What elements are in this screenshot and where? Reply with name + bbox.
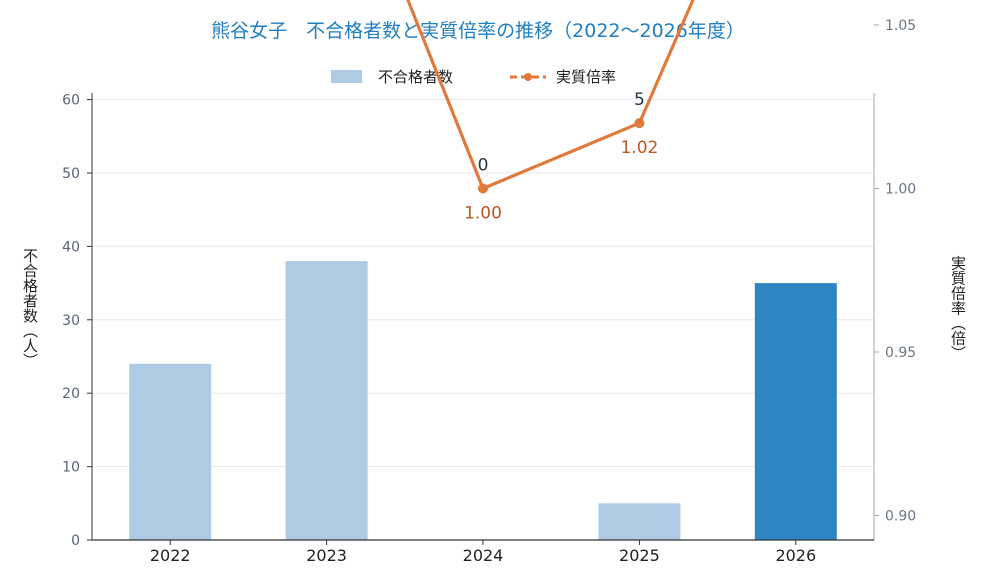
bar bbox=[129, 363, 212, 540]
legend-bar-label: 不合格者数 bbox=[378, 68, 453, 86]
right-tick-label: 0.95 bbox=[885, 345, 916, 361]
bar bbox=[598, 503, 681, 540]
x-tick-label: 2024 bbox=[463, 546, 504, 565]
right-tick-label: 1.05 bbox=[885, 18, 916, 34]
left-tick-label: 50 bbox=[62, 166, 80, 182]
y2-axis-label: 実質倍率（倍） bbox=[949, 256, 967, 361]
gridlines bbox=[92, 99, 874, 468]
legend-bar-swatch bbox=[331, 70, 362, 83]
bar-value-label: 5 bbox=[634, 90, 645, 110]
bar bbox=[285, 261, 368, 540]
left-tick-label: 20 bbox=[62, 386, 80, 402]
right-tick-label: 0.90 bbox=[885, 509, 916, 525]
right-axis-ticks: 0.900.951.001.051.101.15 bbox=[874, 18, 916, 525]
x-axis-ticks: 2022 2023 2024 2025 2026 bbox=[150, 540, 816, 565]
left-axis-ticks: 0 10 20 30 40 50 60 bbox=[62, 93, 92, 549]
ratio-line-series bbox=[406, 0, 695, 194]
x-tick-label: 2025 bbox=[619, 546, 660, 565]
left-tick-label: 60 bbox=[62, 93, 80, 109]
y-axis-label: 不合格者数（人） bbox=[21, 248, 39, 368]
ratio-value-label: 1.00 bbox=[464, 204, 502, 224]
legend: 不合格者数 実質倍率 bbox=[331, 68, 616, 86]
chart-title: 熊谷女子 不合格者数と実質倍率の推移（2022〜2026年度） bbox=[211, 20, 745, 42]
left-tick-label: 10 bbox=[62, 460, 80, 476]
ratio-point bbox=[634, 118, 645, 129]
left-tick-label: 30 bbox=[62, 313, 80, 329]
x-tick-label: 2026 bbox=[775, 546, 816, 565]
right-tick-label: 1.00 bbox=[885, 182, 916, 198]
data-labels: 243805351.081.121.001.021.13 bbox=[464, 90, 658, 224]
ratio-point bbox=[478, 183, 488, 194]
left-tick-label: 40 bbox=[62, 239, 80, 255]
ratio-value-label: 1.02 bbox=[620, 138, 658, 158]
bar-value-label: 0 bbox=[478, 156, 489, 176]
legend-line-marker bbox=[524, 73, 532, 81]
legend-line-label: 実質倍率 bbox=[556, 68, 616, 86]
x-tick-label: 2022 bbox=[150, 546, 191, 565]
x-tick-label: 2023 bbox=[306, 546, 347, 565]
bar bbox=[754, 283, 837, 540]
bar-series bbox=[129, 261, 837, 540]
left-tick-label: 0 bbox=[71, 533, 80, 549]
